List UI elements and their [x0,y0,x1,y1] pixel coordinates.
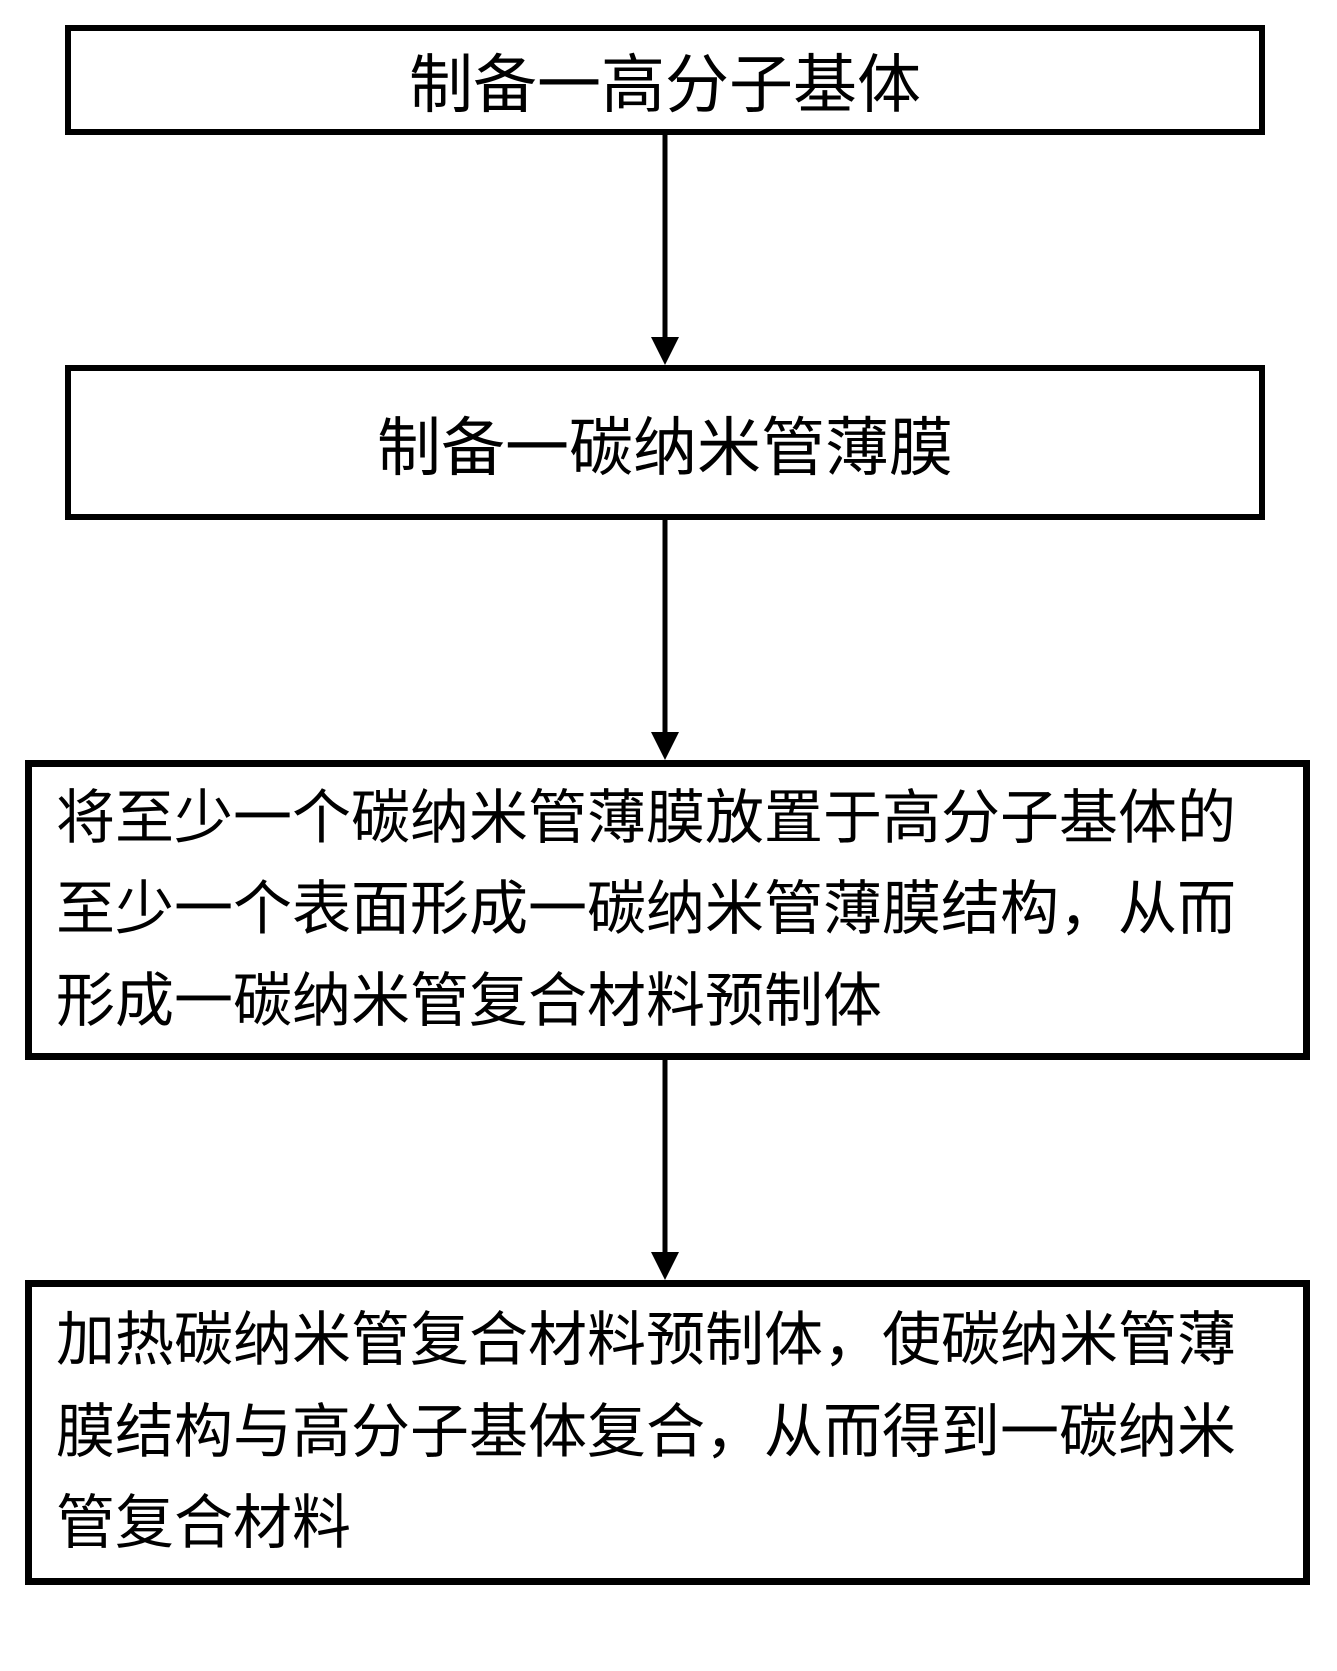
flowchart-node-n3: 将至少一个碳纳米管薄膜放置于高分子基体的至少一个表面形成一碳纳米管薄膜结构，从而… [25,760,1310,1060]
flowchart-node-n4: 加热碳纳米管复合材料预制体，使碳纳米管薄膜结构与高分子基体复合，从而得到一碳纳米… [25,1280,1310,1585]
flowchart-canvas: 制备一高分子基体制备一碳纳米管薄膜将至少一个碳纳米管薄膜放置于高分子基体的至少一… [0,0,1337,1671]
flowchart-node-n1: 制备一高分子基体 [65,25,1265,135]
edge-arrowhead-0 [651,337,679,365]
flowchart-node-n2: 制备一碳纳米管薄膜 [65,365,1265,520]
flowchart-node-text: 制备一碳纳米管薄膜 [377,397,953,489]
edge-arrowhead-1 [651,732,679,760]
edge-arrowhead-2 [651,1252,679,1280]
flowchart-node-text: 加热碳纳米管复合材料预制体，使碳纳米管薄膜结构与高分子基体复合，从而得到一碳纳米… [56,1295,1279,1569]
flowchart-node-text: 将至少一个碳纳米管薄膜放置于高分子基体的至少一个表面形成一碳纳米管薄膜结构，从而… [56,773,1279,1047]
flowchart-node-text: 制备一高分子基体 [409,34,921,126]
